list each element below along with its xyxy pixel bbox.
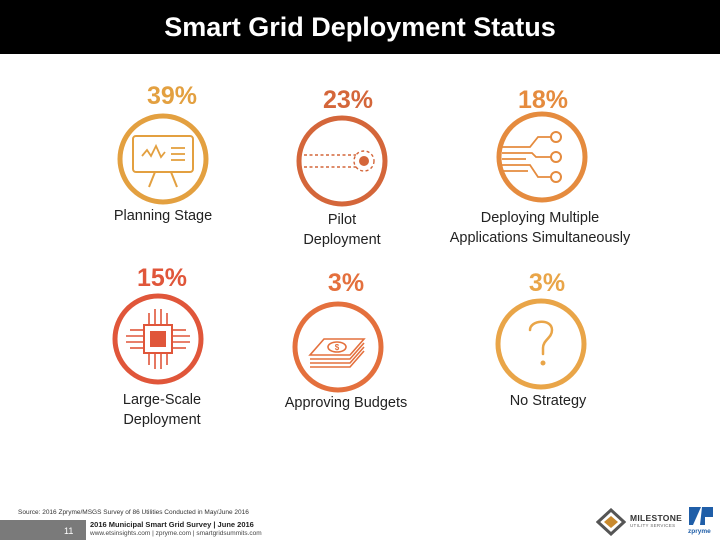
stat-label-pilot: Pilot Deployment — [303, 212, 381, 248]
svg-text:$: $ — [335, 343, 340, 352]
stat-label-multiple: Deploying Multiple Applications Simultan… — [449, 210, 631, 246]
footer-bar — [0, 520, 86, 540]
stat-label-planning: Planning Stage — [113, 208, 213, 224]
footer-title: 2016 Municipal Smart Grid Survey | June … — [90, 520, 254, 529]
stat-percent-large-scale: 15% — [136, 264, 188, 292]
circuit-branches-icon — [496, 111, 588, 203]
stat-label-no-strategy: No Strategy — [509, 393, 587, 409]
stat-percent-pilot: 23% — [322, 86, 374, 114]
slide-number: 11 — [64, 526, 74, 536]
presentation-board-icon — [117, 113, 209, 205]
stat-percent-multiple: 18% — [517, 86, 569, 114]
stat-label-budgets: Approving Budgets — [284, 395, 408, 411]
microchip-icon — [112, 293, 204, 385]
footer-links: www.etsinsights.com | zpryme.com | smart… — [90, 530, 262, 537]
stat-percent-planning: 39% — [146, 82, 198, 110]
stat-percent-budgets: 3% — [327, 269, 365, 297]
stat-label-large-scale: Large-Scale Deployment — [122, 392, 202, 428]
milestone-logo-name: MILESTONE — [630, 513, 683, 523]
pilot-target-icon — [296, 115, 388, 207]
zpryme-logo-icon — [689, 507, 713, 525]
source-note: Source: 2016 Zpryme/MSGS Survey of 86 Ut… — [18, 509, 249, 516]
milestone-logo-icon — [596, 508, 626, 536]
money-stack-icon: $ — [292, 301, 384, 393]
question-mark-icon — [495, 298, 587, 390]
slide-title: Smart Grid Deployment Status — [164, 12, 556, 42]
stat-percent-no-strategy: 3% — [528, 269, 566, 297]
zpryme-logo-name: zpryme — [688, 528, 711, 535]
title-bar — [0, 0, 720, 54]
milestone-logo-sub: UTILITY SERVICES — [630, 523, 676, 528]
